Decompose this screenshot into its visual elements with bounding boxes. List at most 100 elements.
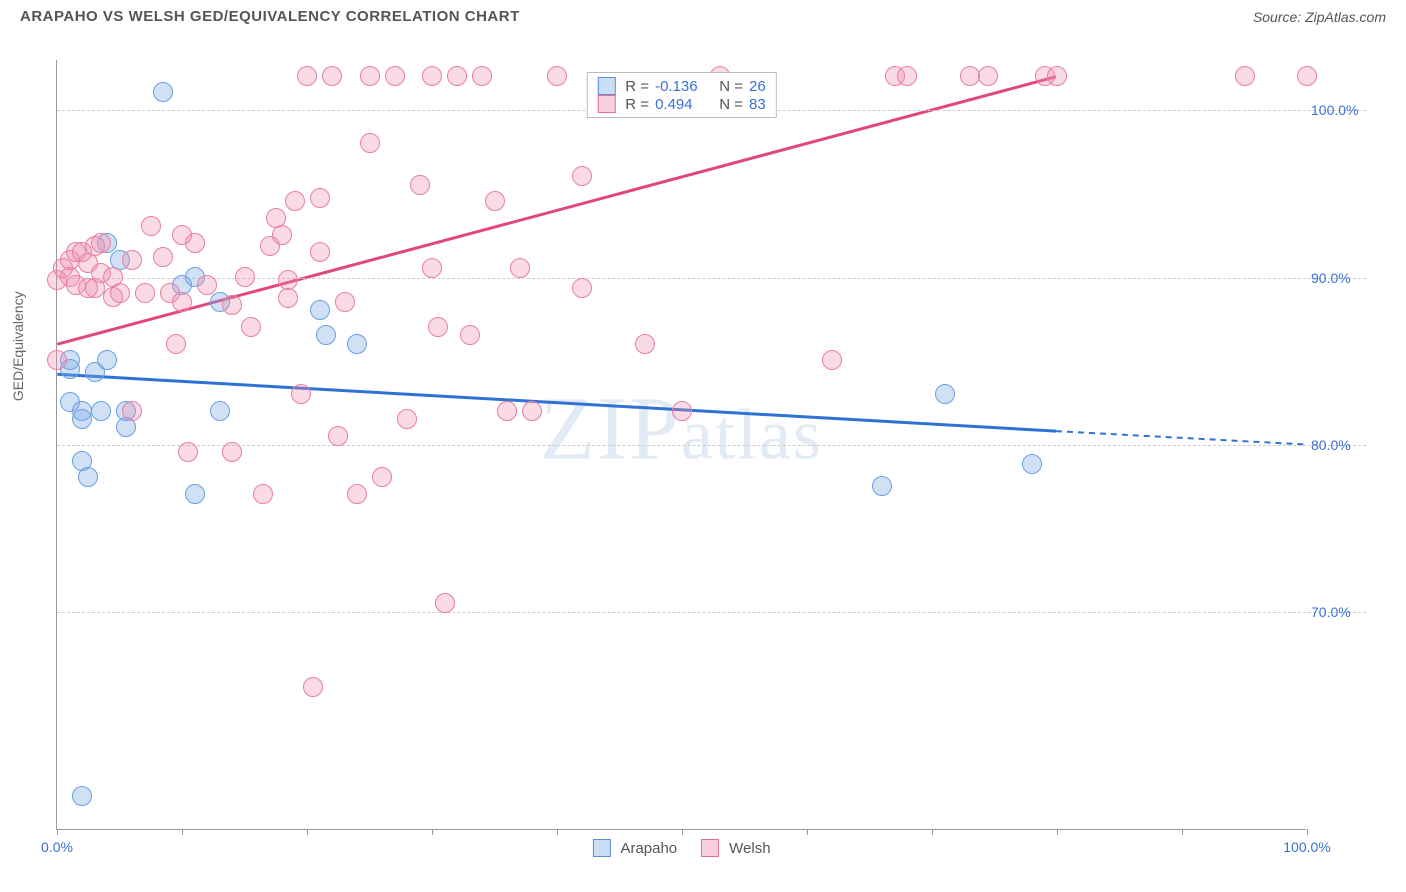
data-point bbox=[635, 334, 655, 354]
data-point bbox=[278, 288, 298, 308]
n-label: N = bbox=[715, 96, 743, 113]
gridline-h bbox=[57, 445, 1366, 446]
data-point bbox=[872, 476, 892, 496]
xtick-label: 100.0% bbox=[1283, 839, 1330, 855]
data-point bbox=[522, 401, 542, 421]
xtick bbox=[1307, 829, 1308, 835]
data-point bbox=[497, 401, 517, 421]
data-point bbox=[291, 384, 311, 404]
xtick bbox=[307, 829, 308, 835]
data-point bbox=[310, 188, 330, 208]
data-point bbox=[897, 66, 917, 86]
data-point bbox=[935, 384, 955, 404]
data-point bbox=[141, 216, 161, 236]
ytick-label: 70.0% bbox=[1311, 604, 1366, 620]
data-point bbox=[1022, 454, 1042, 474]
data-point bbox=[1235, 66, 1255, 86]
data-point bbox=[435, 593, 455, 613]
chart-title: ARAPAHO VS WELSH GED/EQUIVALENCY CORRELA… bbox=[20, 8, 520, 25]
xtick bbox=[57, 829, 58, 835]
data-point bbox=[316, 325, 336, 345]
data-point bbox=[510, 258, 530, 278]
data-point bbox=[235, 267, 255, 287]
data-point bbox=[572, 278, 592, 298]
data-point bbox=[185, 484, 205, 504]
legend-welsh-label: Welsh bbox=[729, 840, 770, 857]
data-point bbox=[210, 401, 230, 421]
data-point bbox=[47, 350, 67, 370]
xtick-label: 0.0% bbox=[41, 839, 73, 855]
plot-area: ZIPatlas R = -0.136 N = 26 R = 0.494 N =… bbox=[56, 60, 1306, 830]
xtick bbox=[557, 829, 558, 835]
data-point bbox=[78, 467, 98, 487]
data-point bbox=[397, 409, 417, 429]
stats-row-arapaho: R = -0.136 N = 26 bbox=[597, 77, 765, 95]
data-point bbox=[360, 66, 380, 86]
data-point bbox=[310, 242, 330, 262]
data-point bbox=[447, 66, 467, 86]
data-point bbox=[572, 166, 592, 186]
data-point bbox=[297, 66, 317, 86]
data-point bbox=[178, 442, 198, 462]
data-point bbox=[122, 401, 142, 421]
data-point bbox=[360, 133, 380, 153]
data-point bbox=[110, 283, 130, 303]
ytick-label: 80.0% bbox=[1311, 437, 1366, 453]
data-point bbox=[222, 442, 242, 462]
data-point bbox=[422, 66, 442, 86]
xtick bbox=[1057, 829, 1058, 835]
data-point bbox=[72, 409, 92, 429]
welsh-swatch bbox=[701, 839, 719, 857]
legend-arapaho: Arapaho bbox=[592, 839, 677, 857]
gridline-h bbox=[57, 612, 1366, 613]
data-point bbox=[410, 175, 430, 195]
data-point bbox=[310, 300, 330, 320]
xtick bbox=[932, 829, 933, 835]
n-label: N = bbox=[715, 78, 743, 95]
data-point bbox=[97, 350, 117, 370]
data-point bbox=[422, 258, 442, 278]
data-point bbox=[285, 191, 305, 211]
data-point bbox=[1047, 66, 1067, 86]
xtick bbox=[182, 829, 183, 835]
arapaho-r: -0.136 bbox=[655, 78, 709, 95]
data-point bbox=[272, 225, 292, 245]
stats-legend: R = -0.136 N = 26 R = 0.494 N = 83 bbox=[586, 72, 776, 118]
ytick-label: 90.0% bbox=[1311, 270, 1366, 286]
bottom-legend: Arapaho Welsh bbox=[592, 839, 770, 857]
xtick bbox=[1182, 829, 1183, 835]
data-point bbox=[166, 334, 186, 354]
source-label: Source: ZipAtlas.com bbox=[1253, 9, 1386, 25]
data-point bbox=[328, 426, 348, 446]
data-point bbox=[472, 66, 492, 86]
data-point bbox=[72, 786, 92, 806]
data-point bbox=[385, 66, 405, 86]
data-point bbox=[978, 66, 998, 86]
xtick bbox=[682, 829, 683, 835]
xtick bbox=[807, 829, 808, 835]
data-point bbox=[91, 233, 111, 253]
data-point bbox=[1297, 66, 1317, 86]
data-point bbox=[135, 283, 155, 303]
data-point bbox=[197, 275, 217, 295]
data-point bbox=[547, 66, 567, 86]
data-point bbox=[960, 66, 980, 86]
data-point bbox=[241, 317, 261, 337]
arapaho-swatch bbox=[597, 77, 615, 95]
arapaho-n: 26 bbox=[749, 78, 766, 95]
r-label: R = bbox=[625, 96, 649, 113]
data-point bbox=[372, 467, 392, 487]
data-point bbox=[347, 484, 367, 504]
data-point bbox=[253, 484, 273, 504]
data-point bbox=[460, 325, 480, 345]
data-point bbox=[322, 66, 342, 86]
ytick-label: 100.0% bbox=[1311, 102, 1366, 118]
data-point bbox=[335, 292, 355, 312]
r-label: R = bbox=[625, 78, 649, 95]
data-point bbox=[153, 247, 173, 267]
data-point bbox=[485, 191, 505, 211]
legend-arapaho-label: Arapaho bbox=[620, 840, 677, 857]
data-point bbox=[172, 292, 192, 312]
data-point bbox=[428, 317, 448, 337]
data-point bbox=[672, 401, 692, 421]
